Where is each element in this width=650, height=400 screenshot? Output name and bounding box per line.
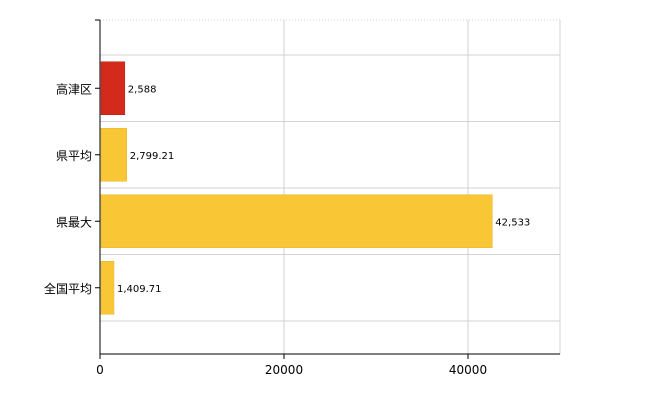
data-labels: 2,588 2,799.21 42,533 1,409.71 <box>117 84 530 295</box>
x-tick-label: 0 <box>96 363 104 377</box>
y-category-label: 県最大 <box>56 215 92 229</box>
x-tick-label: 20000 <box>265 363 303 377</box>
bar-2 <box>100 194 493 248</box>
bar-1 <box>100 128 128 182</box>
bar-value-label: 42,533 <box>495 217 530 228</box>
bar-group <box>100 61 493 315</box>
y-category-label: 全国平均 <box>44 281 92 296</box>
axes <box>95 19 560 355</box>
grid-lines <box>100 19 561 354</box>
bar-value-label: 2,588 <box>128 84 157 95</box>
bar-value-label: 1,409.71 <box>117 284 162 295</box>
bar-0 <box>100 61 126 115</box>
y-category-label: 高津区 <box>56 81 92 96</box>
y-category-label: 県平均 <box>56 149 92 163</box>
x-axis-ticks: 0 20000 40000 <box>96 354 487 377</box>
bar-3 <box>100 261 115 315</box>
bar-value-label: 2,799.21 <box>130 151 175 162</box>
x-tick-label: 40000 <box>449 363 487 377</box>
